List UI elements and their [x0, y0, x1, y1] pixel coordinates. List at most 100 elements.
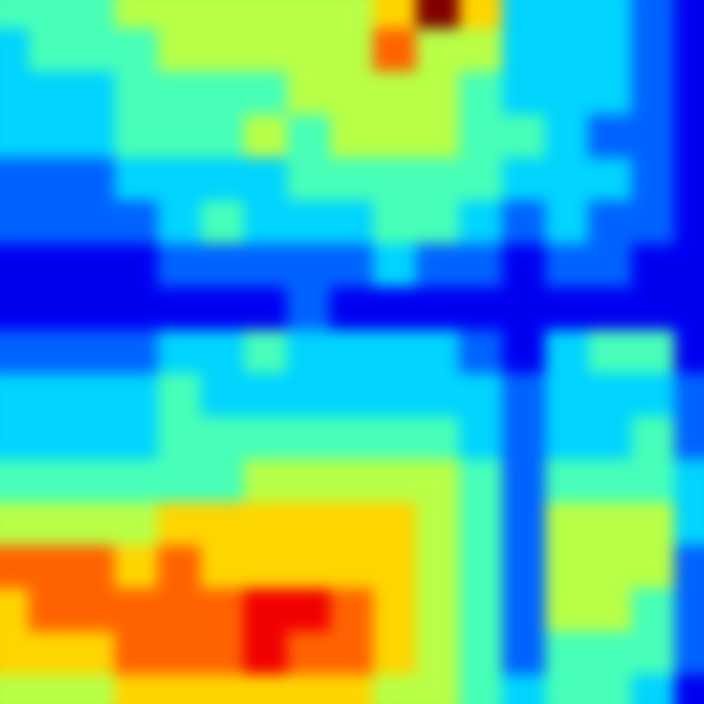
heatmap-cell-r5-c12 [502, 200, 547, 245]
heatmap-cell-r0-c14 [588, 0, 633, 30]
heatmap-cell-r9-c13 [545, 373, 590, 418]
heatmap-cell-r2-c0 [0, 71, 30, 116]
heatmap-cell-r5-c14 [588, 200, 633, 245]
heatmap-cell-r7-c9 [373, 286, 418, 331]
heatmap-cell-r7-c5 [200, 286, 245, 331]
heatmap-cell-r6-c9 [373, 243, 418, 288]
heatmap-cell-r8-c10 [416, 329, 461, 375]
heatmap-cell-r9-c12 [502, 373, 547, 418]
heatmap-cell-r11-c1 [28, 459, 73, 504]
heatmap-cell-r13-c9 [373, 545, 418, 590]
heatmap-cell-r2-c16 [674, 71, 704, 116]
heatmap-cell-r11-c6 [243, 459, 288, 504]
heatmap-cell-r14-c1 [28, 588, 73, 633]
heatmap-cell-r5-c13 [545, 200, 590, 245]
heatmap-cell-r16-c14 [588, 674, 633, 704]
heatmap-cell-r0-c2 [71, 0, 116, 30]
heatmap-cell-r13-c15 [631, 545, 676, 590]
heatmap-cell-r1-c12 [502, 28, 547, 73]
heatmap-cell-r11-c7 [286, 459, 331, 504]
heatmap-cell-r5-c3 [114, 200, 159, 245]
heatmap-cell-r2-c7 [286, 71, 331, 116]
heatmap-cell-r6-c15 [631, 243, 676, 288]
heatmap-cell-r5-c2 [71, 200, 116, 245]
heatmap-cell-r13-c10 [416, 545, 461, 590]
heatmap-cell-r14-c16 [674, 588, 704, 633]
heatmap-cell-r7-c3 [114, 286, 159, 331]
heatmap-cell-r13-c11 [459, 545, 504, 590]
heatmap-cell-r4-c5 [200, 157, 245, 202]
heatmap-cell-r1-c10 [416, 28, 461, 73]
heatmap-cell-r10-c13 [545, 416, 590, 461]
heatmap-cell-r12-c14 [588, 502, 633, 547]
heatmap-cell-r8-c7 [286, 329, 331, 375]
heatmap-cell-r6-c4 [157, 243, 202, 288]
heatmap-cell-r0-c10 [416, 0, 461, 30]
heatmap-cell-r9-c8 [329, 373, 375, 418]
heatmap-cell-r8-c0 [0, 329, 30, 375]
heatmap-cell-r7-c13 [545, 286, 590, 331]
heatmap-cell-r11-c5 [200, 459, 245, 504]
heatmap-cell-r7-c14 [588, 286, 633, 331]
heatmap-cell-r5-c11 [459, 200, 504, 245]
heatmap-cell-r3-c1 [28, 114, 73, 159]
heatmap-cell-r15-c11 [459, 631, 504, 676]
heatmap-cell-r4-c6 [243, 157, 288, 202]
heatmap-cell-r11-c15 [631, 459, 676, 504]
heatmap-cell-r2-c10 [416, 71, 461, 116]
heatmap-cell-r7-c15 [631, 286, 676, 331]
heatmap-cell-r0-c6 [243, 0, 288, 30]
heatmap-cell-r12-c12 [502, 502, 547, 547]
heatmap-cell-r9-c9 [373, 373, 418, 418]
heatmap-cell-r15-c7 [286, 631, 331, 676]
heatmap-cell-r8-c2 [71, 329, 116, 375]
heatmap-cell-r0-c1 [28, 0, 73, 30]
heatmap-cell-r11-c16 [674, 459, 704, 504]
heatmap-cell-r11-c14 [588, 459, 633, 504]
heatmap-cell-r14-c9 [373, 588, 418, 633]
heatmap-cell-r14-c0 [0, 588, 30, 633]
heatmap-cell-r10-c15 [631, 416, 676, 461]
heatmap-cell-r15-c16 [674, 631, 704, 676]
heatmap-cell-r13-c13 [545, 545, 590, 590]
heatmap-cell-r16-c11 [459, 674, 504, 704]
heatmap-cell-r14-c10 [416, 588, 461, 633]
heatmap-cell-r5-c15 [631, 200, 676, 245]
heatmap-cell-r1-c11 [459, 28, 504, 73]
heatmap-cell-r10-c5 [200, 416, 245, 461]
heatmap-cell-r6-c3 [114, 243, 159, 288]
heatmap-cell-r3-c2 [71, 114, 116, 159]
heatmap-cell-r11-c9 [373, 459, 418, 504]
heatmap-cell-r14-c3 [114, 588, 159, 633]
heatmap-cell-r16-c6 [243, 674, 288, 704]
heatmap-cell-r2-c5 [200, 71, 245, 116]
heatmap-cell-r0-c3 [114, 0, 159, 30]
heatmap-cell-r4-c9 [373, 157, 418, 202]
heatmap-cell-r8-c4 [157, 329, 202, 375]
heatmap-cell-r14-c8 [329, 588, 375, 633]
heatmap-cell-r4-c14 [588, 157, 633, 202]
heatmap-cell-r11-c3 [114, 459, 159, 504]
heatmap-cell-r16-c5 [200, 674, 245, 704]
heatmap-cell-r7-c12 [502, 286, 547, 331]
heatmap-cell-r16-c15 [631, 674, 676, 704]
heatmap-cell-r6-c13 [545, 243, 590, 288]
heatmap-cell-r14-c15 [631, 588, 676, 633]
heatmap-cell-r5-c0 [0, 200, 30, 245]
heatmap-cell-r4-c12 [502, 157, 547, 202]
heatmap-cell-r2-c4 [157, 71, 202, 116]
heatmap-cell-r12-c16 [674, 502, 704, 547]
heatmap-cell-r8-c6 [243, 329, 288, 375]
heatmap-cell-r13-c12 [502, 545, 547, 590]
heatmap-cell-r13-c3 [114, 545, 159, 590]
heatmap-cell-r3-c0 [0, 114, 30, 159]
heatmap-cell-r13-c4 [157, 545, 202, 590]
heatmap-cell-r7-c11 [459, 286, 504, 331]
heatmap-cell-r4-c7 [286, 157, 331, 202]
heatmap-cell-r6-c1 [28, 243, 73, 288]
heatmap-cell-r7-c7 [286, 286, 331, 331]
heatmap-cell-r10-c7 [286, 416, 331, 461]
heatmap-cell-r15-c9 [373, 631, 418, 676]
